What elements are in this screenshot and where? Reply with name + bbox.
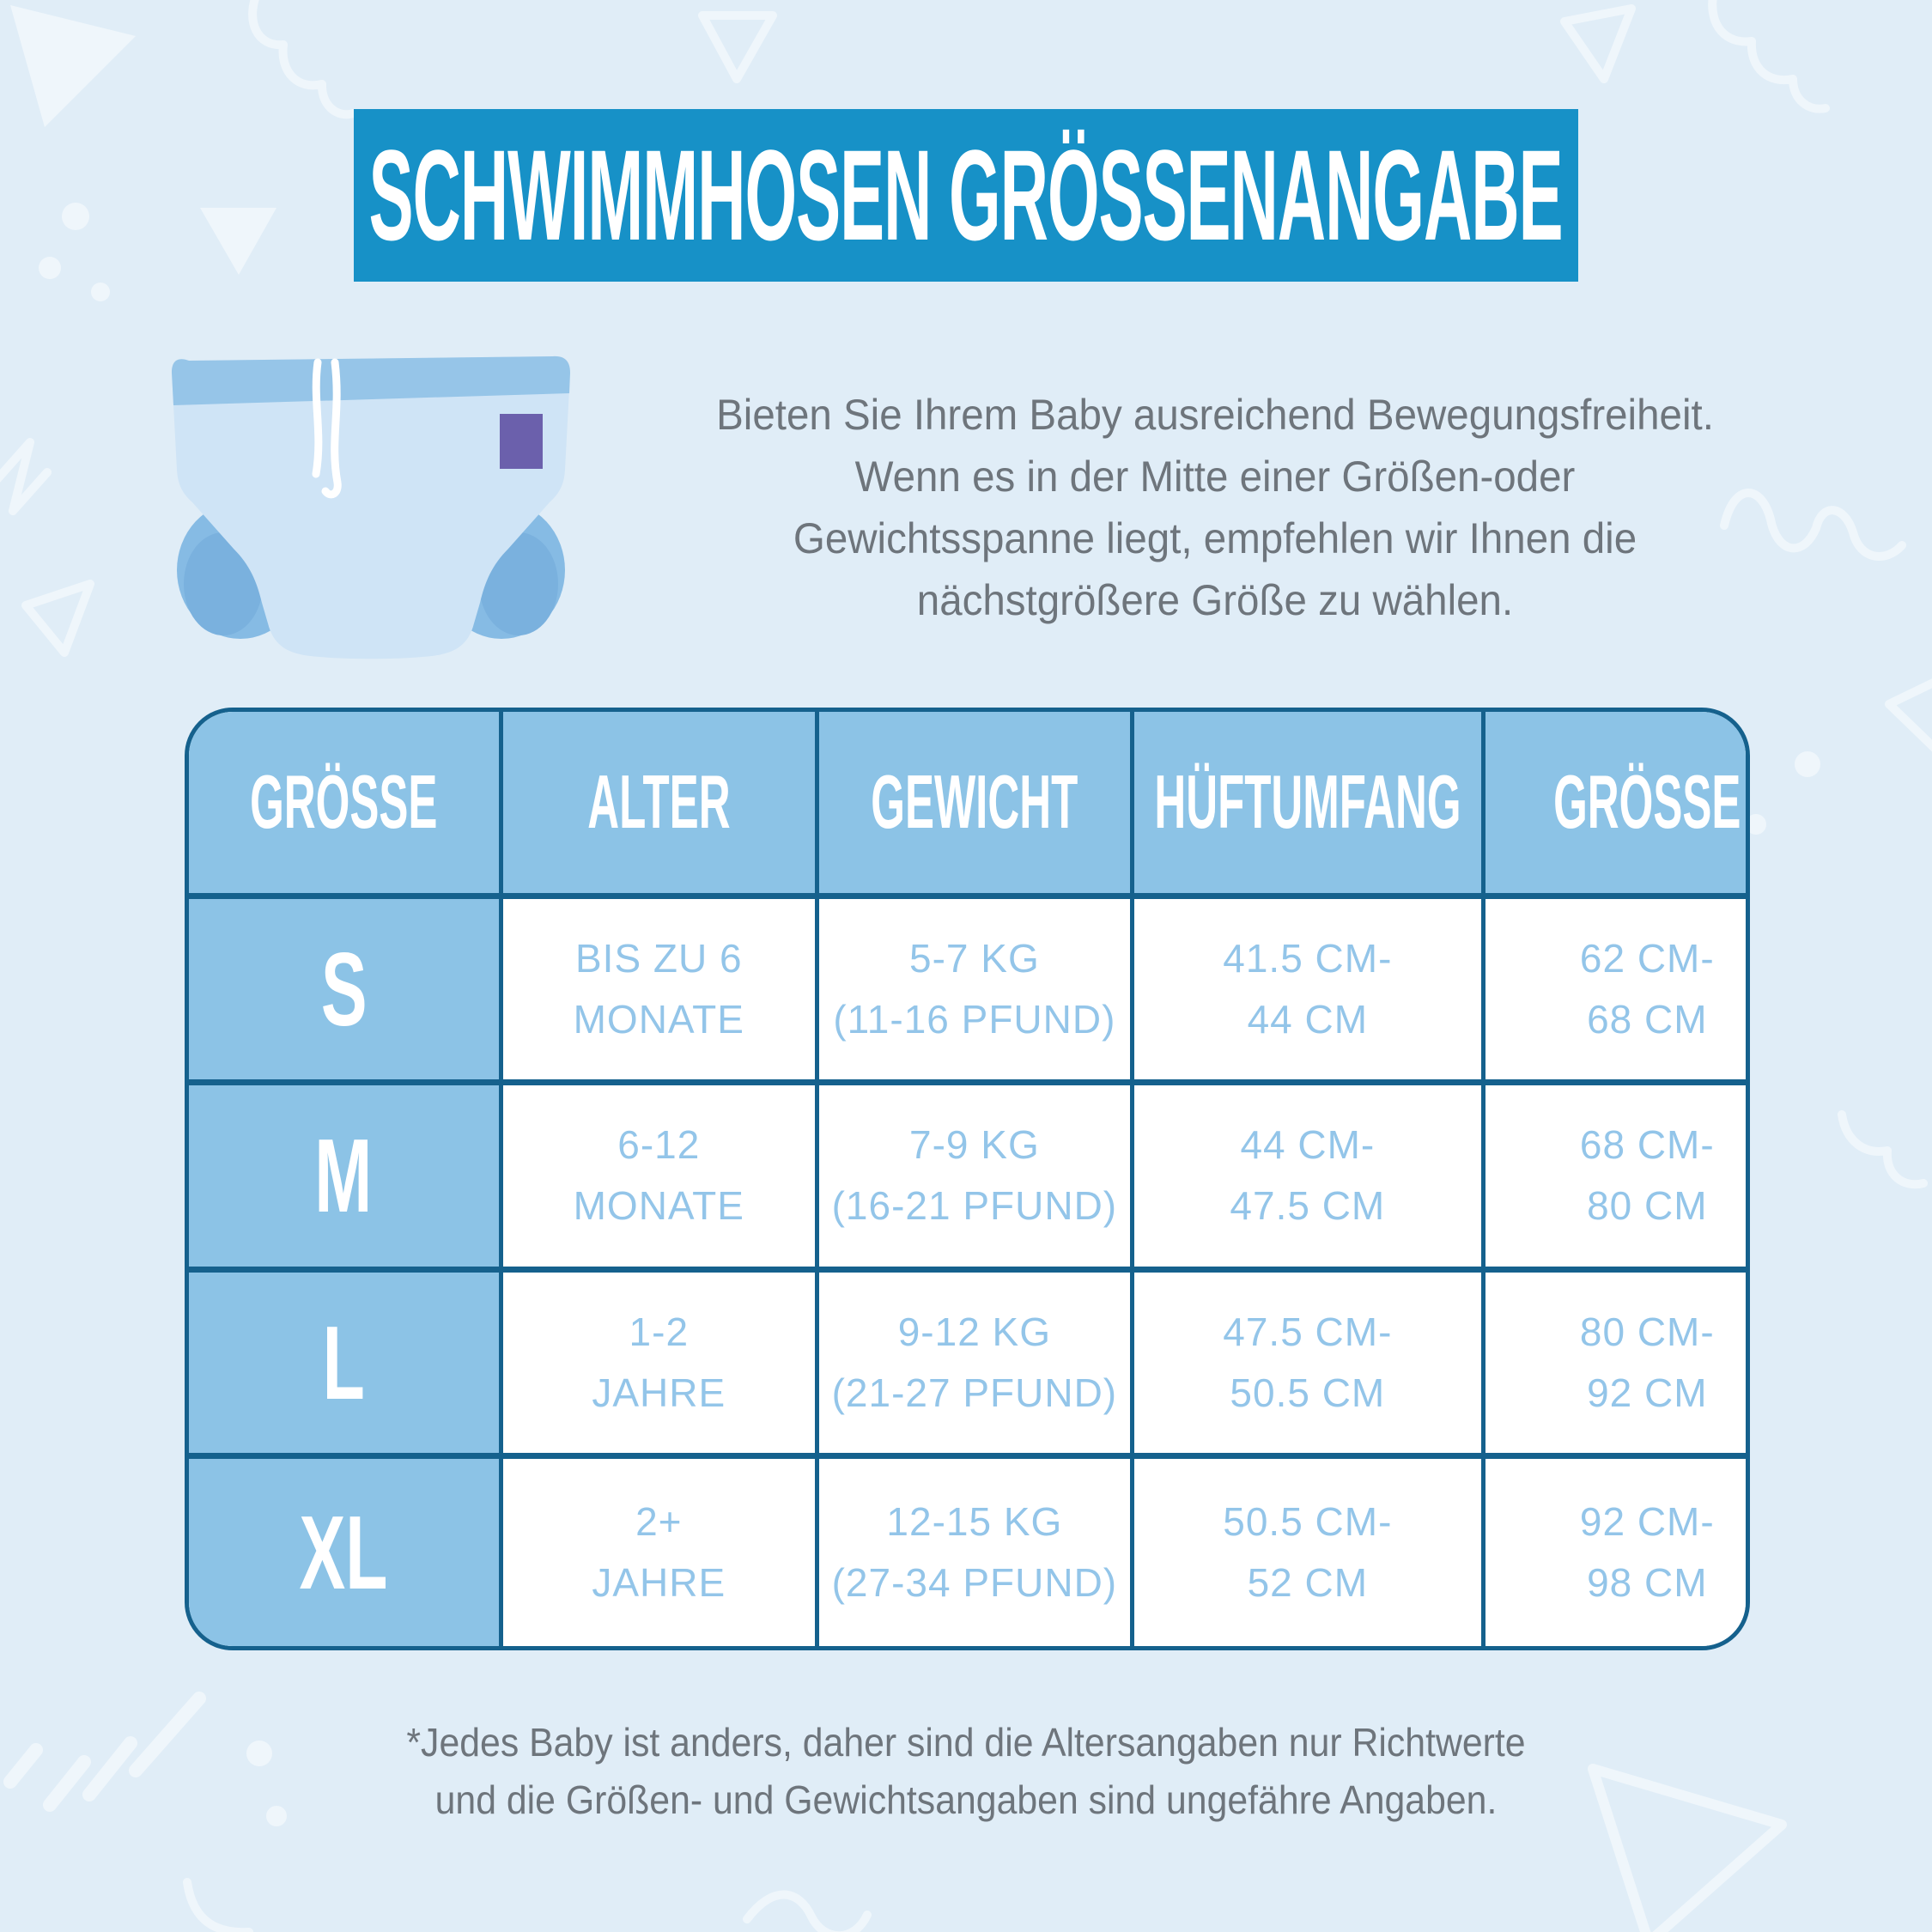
row-m-gewicht: 7-9 KG (16-21 PFUND) — [819, 1085, 1134, 1273]
footnote: *Jedes Baby ist anders, daher sind die A… — [68, 1714, 1865, 1829]
page-title: SCHWIMMHOSEN GRÖSSENANGABE — [368, 123, 1564, 267]
intro-line: Wenn es in der Mitte einer Größen-oder — [854, 453, 1576, 501]
row-xl-groesse: 92 CM- 98 CM — [1485, 1459, 1746, 1646]
title-banner: SCHWIMMHOSEN GRÖSSENANGABE — [354, 109, 1578, 282]
row-l-alter: 1-2 JAHRE — [502, 1272, 820, 1460]
row-l-size: L — [189, 1272, 503, 1460]
header-gewicht: GEWICHT — [819, 712, 1134, 899]
header-hueftumfang: HÜFTUMFANG — [1133, 712, 1486, 899]
row-l-hueftumfang: 47.5 CM- 50.5 CM — [1133, 1272, 1486, 1460]
row-s-size: S — [189, 898, 503, 1086]
row-m-hueftumfang: 44 CM- 47.5 CM — [1133, 1085, 1486, 1273]
swim-diaper-icon — [172, 355, 570, 659]
row-m-size: M — [189, 1085, 503, 1273]
row-xl-gewicht: 12-15 KG (27-34 PFUND) — [819, 1459, 1134, 1646]
row-m-alter: 6-12 MONATE — [502, 1085, 820, 1273]
header-groesse: GRÖSSE — [189, 712, 503, 899]
row-xl-hueftumfang: 50.5 CM- 52 CM — [1133, 1459, 1486, 1646]
footnote-line: *Jedes Baby ist anders, daher sind die A… — [406, 1720, 1526, 1765]
row-s-groesse: 62 CM- 68 CM — [1485, 898, 1746, 1086]
intro-text: Bieten Sie Ihrem Baby ausreichend Bewegu… — [656, 384, 1774, 631]
intro-line: Bieten Sie Ihrem Baby ausreichend Bewegu… — [716, 391, 1714, 439]
row-xl-size: XL — [189, 1459, 503, 1646]
footnote-line: und die Größen- und Gewichtsangaben sind… — [434, 1777, 1498, 1822]
row-xl-alter: 2+ JAHRE — [502, 1459, 820, 1646]
intro-line: Gewichtsspanne liegt, empfehlen wir Ihne… — [793, 514, 1637, 562]
row-m-groesse: 68 CM- 80 CM — [1485, 1085, 1746, 1273]
header-groesse-2: GRÖSSE — [1485, 712, 1746, 899]
row-s-gewicht: 5-7 KG (11-16 PFUND) — [819, 898, 1134, 1086]
row-s-hueftumfang: 41.5 CM- 44 CM — [1133, 898, 1486, 1086]
row-s-alter: BIS ZU 6 MONATE — [502, 898, 820, 1086]
size-table: GRÖSSE ALTER GEWICHT HÜFTUMFANG GRÖSSE S… — [185, 708, 1750, 1650]
intro-line: nächstgrößere Größe zu wählen. — [916, 576, 1514, 624]
row-l-groesse: 80 CM- 92 CM — [1485, 1272, 1746, 1460]
header-alter: ALTER — [502, 712, 820, 899]
row-l-gewicht: 9-12 KG (21-27 PFUND) — [819, 1272, 1134, 1460]
